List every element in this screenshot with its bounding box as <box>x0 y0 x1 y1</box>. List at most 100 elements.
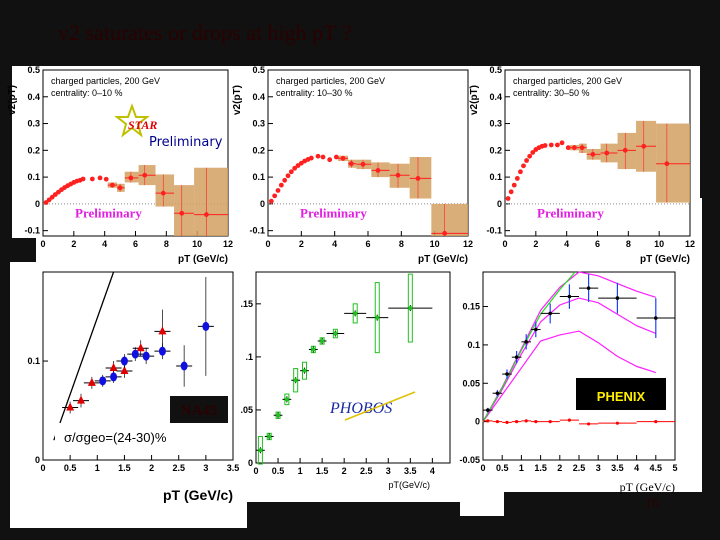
chart-star-0-10: 0 2 4 6 8 10 12-0.100.10.20.30.40.5v2(pT)pT (G… <box>7 65 233 265</box>
data-point <box>654 316 658 320</box>
page-number: 16 <box>645 496 659 511</box>
data-point-circle <box>202 321 210 331</box>
y-tick-label: 0.2 <box>252 145 265 155</box>
model-curve <box>482 330 656 422</box>
x-tick-label: 2 <box>533 239 538 249</box>
data-point <box>615 296 620 300</box>
y-tick-label: .15 <box>240 299 253 309</box>
data-point <box>518 169 523 175</box>
systematic-box <box>194 167 228 236</box>
y-tick-label: 0.2 <box>489 145 502 155</box>
phobos-logo: PHOBOS <box>329 400 392 417</box>
data-point-circle <box>158 346 166 356</box>
data-point <box>542 143 548 148</box>
data-point <box>267 434 272 439</box>
chart-phobos: 0 0.5 1 1.5 2 2.5 3 3.5 4 0 .05 .1 .15 PHOBOS pT(GeV/c… <box>240 271 451 490</box>
data-point <box>360 161 366 167</box>
data-point-triangle <box>120 365 129 374</box>
x-tick-label: 10 <box>430 239 440 249</box>
data-point <box>579 145 585 151</box>
data-point <box>515 420 519 424</box>
data-point <box>128 175 134 181</box>
data-point <box>333 331 338 336</box>
data-point <box>395 172 401 178</box>
y-tick-label: -0.1 <box>249 226 265 236</box>
x-tick-label: 8 <box>399 239 404 249</box>
chart-star-10-30: 0 2 4 6 8 10 12-0.100.10.20.30.40.5v2(pT)pT (G… <box>232 65 473 265</box>
data-point <box>534 327 538 332</box>
data-point <box>415 176 421 181</box>
y-tick-label: -0.1 <box>486 226 502 236</box>
systematic-box <box>371 162 390 178</box>
annotation-line: centrality: 30–50 % <box>513 88 590 98</box>
data-point <box>590 151 596 157</box>
data-point <box>408 306 413 311</box>
data-point <box>293 378 298 383</box>
na45-background <box>10 262 247 528</box>
x-tick-label: 0.5 <box>64 463 77 473</box>
y-tick-label: 0.4 <box>489 92 502 102</box>
x-tick-label: 4 <box>430 466 435 476</box>
x-tick-label: 2 <box>299 239 304 249</box>
data-point <box>179 210 185 216</box>
phenix-logo-text: PHENIX <box>597 389 646 404</box>
x-tick-label: 2.5 <box>172 463 185 473</box>
data-point <box>89 176 95 182</box>
x-tick-label: 4 <box>564 239 569 249</box>
top-right-extension <box>660 198 702 270</box>
data-point <box>292 165 298 171</box>
data-point <box>97 175 103 181</box>
data-point <box>295 163 301 168</box>
x-axis-label: pT (GeV/c) <box>640 254 690 265</box>
data-point <box>302 368 307 373</box>
data-point <box>103 176 109 182</box>
data-point-triangle <box>136 343 145 352</box>
y-tick-label: 0.5 <box>489 65 502 75</box>
x-tick-label: 0 <box>480 463 485 473</box>
data-point <box>615 421 620 425</box>
y-axis-label: v2(pT) <box>232 85 243 115</box>
x-tick-label: 6 <box>133 239 138 249</box>
x-tick-label: 3.5 <box>611 463 624 473</box>
data-point <box>571 145 577 151</box>
y-tick-label: 0 <box>248 458 253 468</box>
data-point <box>486 419 490 423</box>
x-axis-label: pT (GeV/c) <box>418 254 468 265</box>
data-point <box>282 177 288 183</box>
preliminary-label: Preliminary <box>537 205 604 220</box>
y-tick-label: -0.05 <box>459 455 480 465</box>
data-point <box>548 311 552 316</box>
annotation-background <box>55 423 185 449</box>
phenix-background <box>465 262 702 492</box>
x-tick-label: 0.5 <box>272 466 285 476</box>
data-point-circle <box>99 376 107 386</box>
data-point-circle <box>110 372 118 382</box>
x-tick-label: 3.5 <box>227 463 240 473</box>
data-point <box>320 154 326 160</box>
y-tick-label: 0.2 <box>27 145 40 155</box>
star-preliminary-text: Preliminary <box>149 135 223 150</box>
annotation-line: centrality: 0–10 % <box>51 88 123 98</box>
data-point <box>486 408 490 412</box>
phenix-logo-box <box>576 378 666 410</box>
x-tick-label: 5 <box>672 463 677 473</box>
y-tick-label: .1 <box>245 352 253 362</box>
data-point <box>505 196 511 201</box>
x-tick-label: 1 <box>298 466 303 476</box>
preliminary-label: Preliminary <box>300 205 367 220</box>
data-point <box>524 419 528 423</box>
na45-logo-box <box>170 396 228 423</box>
data-point-triangle <box>158 326 167 335</box>
data-point <box>587 422 591 426</box>
annotation-line: charged particles, 200 GeV <box>276 76 385 86</box>
data-point <box>567 418 572 422</box>
data-point <box>333 154 339 160</box>
data-point <box>288 169 294 175</box>
y-tick-label: -0.1 <box>24 226 40 236</box>
data-point <box>622 147 628 153</box>
x-tick-label: 8 <box>626 239 631 249</box>
x-tick-label: 6 <box>365 239 370 249</box>
y-axis-label: v2(pT) <box>469 85 480 115</box>
x-tick-label: 2.5 <box>360 466 373 476</box>
data-point <box>586 286 591 290</box>
